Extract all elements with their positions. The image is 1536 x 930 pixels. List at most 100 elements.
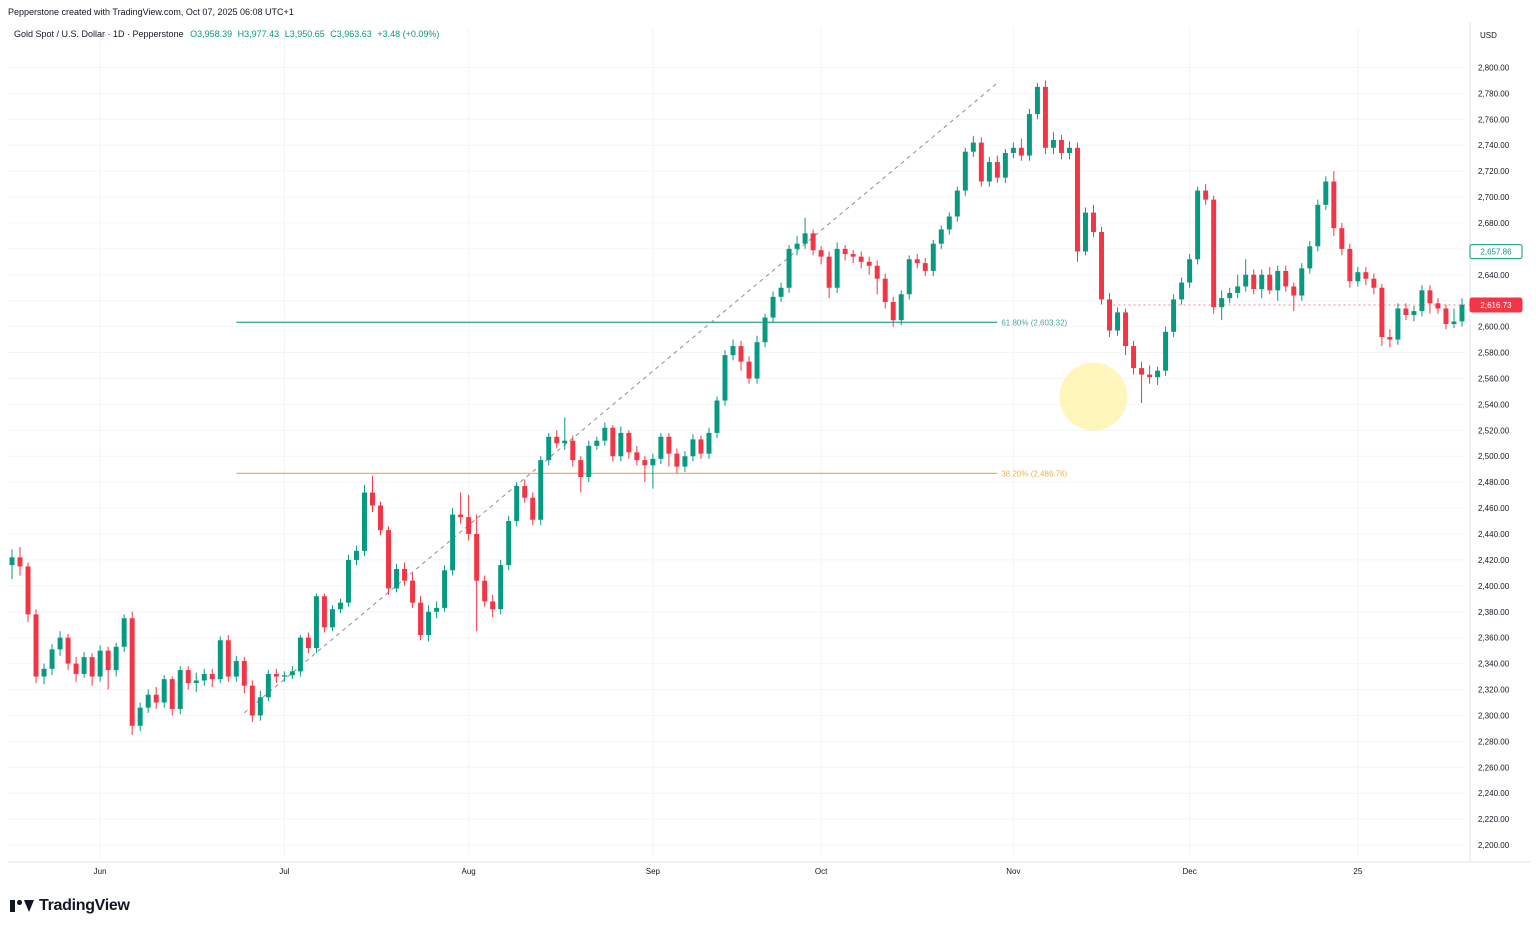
price-tick-label: 2,460.00 (1478, 504, 1510, 513)
time-tick-label: Jul (279, 867, 289, 876)
created-with-caption: Pepperstone created with TradingView.com… (8, 7, 294, 17)
price-tick-label: 2,400.00 (1478, 582, 1510, 591)
tradingview-logo[interactable]: TradingView (10, 897, 130, 915)
candle-body (482, 580, 488, 602)
candle-body (345, 559, 351, 603)
candle (458, 492, 464, 524)
candle-body (626, 432, 632, 453)
candle-body (466, 517, 472, 534)
candle (546, 432, 552, 466)
price-tick-label: 2,380.00 (1478, 608, 1510, 617)
candle (89, 653, 95, 686)
price-tick-label: 2,640.00 (1478, 271, 1510, 280)
candle (225, 635, 231, 682)
candle (1283, 265, 1289, 292)
candle-body (818, 250, 824, 257)
candle-body (658, 436, 664, 459)
currency-label: USD (1480, 31, 1497, 40)
candle-body (930, 243, 936, 271)
candle (538, 456, 544, 525)
candle-body (265, 673, 271, 698)
candle-body (714, 400, 720, 433)
candle-body (594, 440, 600, 446)
candle (850, 250, 856, 264)
candle-body (386, 530, 392, 589)
candle (802, 217, 808, 249)
price-labels: 2,657.86 2,616.73 (1469, 244, 1523, 313)
candle-body (1299, 268, 1305, 296)
time-tick-label: Nov (1006, 867, 1020, 876)
candle-body (690, 439, 696, 457)
candle-body (1395, 308, 1401, 340)
candle-body (1235, 286, 1241, 293)
candle (506, 515, 512, 571)
candle-body (618, 432, 624, 457)
candle (33, 609, 39, 684)
candle (474, 514, 480, 632)
candle-body (450, 514, 456, 571)
time-tick-label: Aug (462, 867, 476, 876)
candle (914, 254, 920, 269)
candle-body (169, 679, 175, 709)
candle-body (898, 294, 904, 321)
trend-line[interactable] (243, 82, 998, 714)
candle (201, 668, 207, 686)
candle-body (762, 317, 768, 343)
candle (1171, 294, 1177, 338)
price-axis[interactable]: USD 2,800.00 2,780.00 2,760.00 2,740.00 2,720… (1478, 31, 1510, 850)
price-tick-label: 2,440.00 (1478, 530, 1510, 539)
candle-body (1195, 190, 1201, 260)
candle-body (1203, 190, 1209, 200)
candle-body (145, 694, 151, 708)
candle-body (1411, 311, 1417, 315)
time-axis[interactable]: Jun Jul Aug Sep Oct Nov Dec 25 (94, 867, 1363, 876)
candle-body (1283, 270, 1289, 287)
candle (1042, 80, 1048, 155)
candle-body (177, 670, 183, 709)
candle (466, 495, 472, 541)
candle-body (1026, 114, 1032, 156)
candle (145, 689, 151, 713)
candle-body (402, 568, 408, 581)
candle (762, 313, 768, 348)
candle-body (538, 460, 544, 520)
candle-body (922, 263, 928, 271)
price-tick-label: 2,320.00 (1478, 686, 1510, 695)
price-tick-label: 2,200.00 (1478, 841, 1510, 850)
candle-body (273, 673, 279, 677)
price-tick-label: 2,600.00 (1478, 323, 1510, 332)
candle (1107, 292, 1112, 338)
candle-body (25, 566, 31, 615)
price-tick-label: 2,780.00 (1478, 89, 1510, 98)
candle-body (746, 361, 752, 379)
candle (1435, 298, 1441, 314)
candle-body (842, 248, 848, 255)
candle-body (1082, 212, 1088, 252)
price-tick-label: 2,480.00 (1478, 478, 1510, 487)
candle (297, 635, 303, 677)
symbol-legend: Gold Spot / U.S. Dollar · 1D · Peppersto… (14, 29, 442, 39)
candle (1203, 184, 1209, 205)
candle-body (986, 162, 992, 182)
tradingview-logo-icon (10, 899, 34, 913)
candle-body (514, 486, 520, 522)
candle (986, 156, 992, 187)
low-value: L3,950.65 (284, 29, 325, 39)
fib-level-label: 61.80% (2,603.32) (1001, 318, 1067, 327)
candle-body (337, 602, 343, 610)
candle (1002, 149, 1008, 183)
candle-body (281, 675, 287, 677)
candle (193, 672, 199, 693)
candle (345, 554, 351, 607)
candle-body (57, 637, 63, 650)
candle-body (1058, 140, 1064, 153)
candle (1291, 282, 1297, 312)
candle-body (834, 248, 840, 288)
candle (570, 435, 576, 467)
candle-body (353, 550, 359, 560)
close-value: C3,963.63 (330, 29, 372, 39)
candle-body (1403, 308, 1409, 315)
candle (378, 501, 383, 536)
candle (1363, 267, 1369, 286)
